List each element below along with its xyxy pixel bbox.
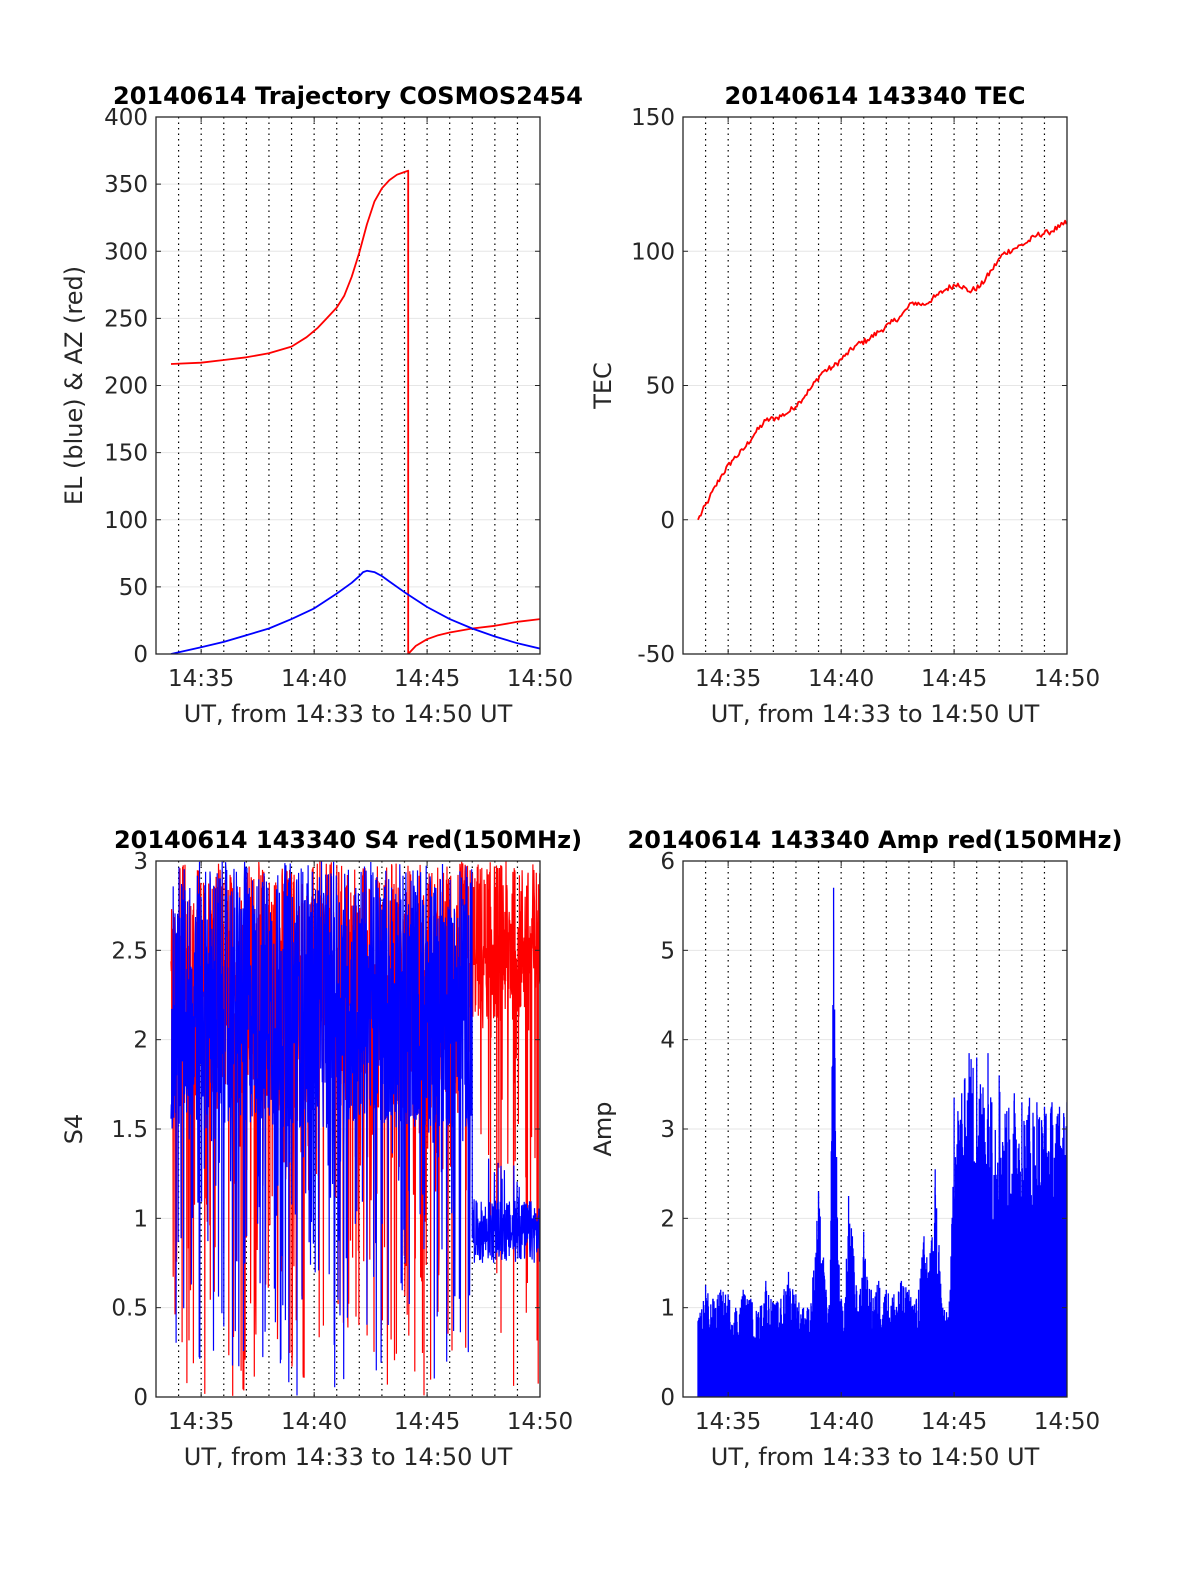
y-tick-label: 2 [660, 1206, 675, 1232]
y-tick-label: 350 [104, 172, 148, 198]
x-tick-label: 14:50 [1034, 666, 1100, 692]
series-line-2 [170, 569, 540, 654]
y-axis-label: EL (blue) & AZ (red) [60, 266, 88, 505]
y-axis-label: S4 [60, 1114, 88, 1145]
x-axis-label: UT, from 14:33 to 14:50 UT [711, 1443, 1040, 1471]
y-tick-label: 6 [660, 849, 675, 875]
series-line-1 [697, 219, 1067, 521]
y-tick-label: 5 [660, 938, 675, 964]
y-tick-label: 0.5 [111, 1296, 148, 1322]
y-tick-label: 50 [119, 575, 148, 601]
y-tick-label: 300 [104, 239, 148, 265]
y-tick-label: 50 [646, 374, 675, 400]
x-tick-label: 14:40 [281, 1409, 347, 1435]
y-tick-label: 1 [133, 1206, 148, 1232]
y-tick-label: 200 [104, 374, 148, 400]
series-line-1 [170, 169, 540, 654]
x-tick-label: 14:45 [921, 666, 987, 692]
y-tick-label: 1 [660, 1296, 675, 1322]
y-axis-label: TEC [589, 362, 617, 410]
x-axis-label: UT, from 14:33 to 14:50 UT [711, 700, 1040, 728]
series-group [697, 887, 1067, 1397]
series-line-1 [697, 887, 1067, 1397]
y-tick-label: 3 [660, 1117, 675, 1143]
y-tick-label: 4 [660, 1028, 675, 1054]
series-line-2 [170, 861, 540, 1396]
y-tick-label: 2.5 [111, 938, 148, 964]
x-tick-label: 14:45 [394, 1409, 460, 1435]
x-tick-label: 14:45 [921, 1409, 987, 1435]
y-tick-label: 1.5 [111, 1117, 148, 1143]
x-tick-label: 14:50 [1034, 1409, 1100, 1435]
x-axis-label: UT, from 14:33 to 14:50 UT [184, 700, 513, 728]
y-tick-label: 0 [133, 642, 148, 668]
chart-panel-1: 14:35 14:40 14:45 14:50 0 50 100 150 200 250 300 35… [60, 82, 583, 728]
x-tick-label: 14:40 [808, 666, 874, 692]
x-tick-label: 14:40 [281, 666, 347, 692]
x-tick-label: 14:50 [507, 666, 573, 692]
y-tick-label: 100 [631, 239, 675, 265]
x-tick-label: 14:50 [507, 1409, 573, 1435]
x-axis-label: UT, from 14:33 to 14:50 UT [184, 1443, 513, 1471]
y-tick-label: 0 [660, 508, 675, 534]
y-tick-label: 150 [104, 441, 148, 467]
series-group [170, 169, 540, 654]
series-group [170, 861, 540, 1396]
y-axis-label: Amp [589, 1101, 617, 1156]
series-group [697, 219, 1067, 521]
chart-panel-2: 14:35 14:40 14:45 14:50 -50 0 50 100 150 20140614… [589, 82, 1100, 728]
y-tick-label: 0 [660, 1385, 675, 1411]
chart-title: 20140614 143340 TEC [725, 82, 1026, 110]
x-tick-label: 14:40 [808, 1409, 874, 1435]
y-tick-label: 100 [104, 508, 148, 534]
y-tick-label: 250 [104, 306, 148, 332]
x-tick-label: 14:45 [394, 666, 460, 692]
y-tick-label: 0 [133, 1385, 148, 1411]
chart-title: 20140614 143340 S4 red(150MHz) [114, 826, 582, 854]
grid [683, 116, 1067, 655]
chart-title: 20140614 Trajectory COSMOS2454 [113, 82, 583, 110]
x-tick-label: 14:35 [168, 666, 234, 692]
x-tick-label: 14:35 [695, 666, 761, 692]
y-tick-label: 400 [104, 105, 148, 131]
x-tick-label: 14:35 [695, 1409, 761, 1435]
y-tick-label: 3 [133, 849, 148, 875]
y-tick-label: -50 [637, 642, 675, 668]
y-tick-label: 2 [133, 1028, 148, 1054]
x-tick-label: 14:35 [168, 1409, 234, 1435]
chart-panel-3: 14:35 14:40 14:45 14:50 0 0.5 1 1.5 2 2.5 32014061… [60, 826, 582, 1471]
y-tick-label: 150 [631, 105, 675, 131]
chart-title: 20140614 143340 Amp red(150MHz) [628, 826, 1123, 854]
